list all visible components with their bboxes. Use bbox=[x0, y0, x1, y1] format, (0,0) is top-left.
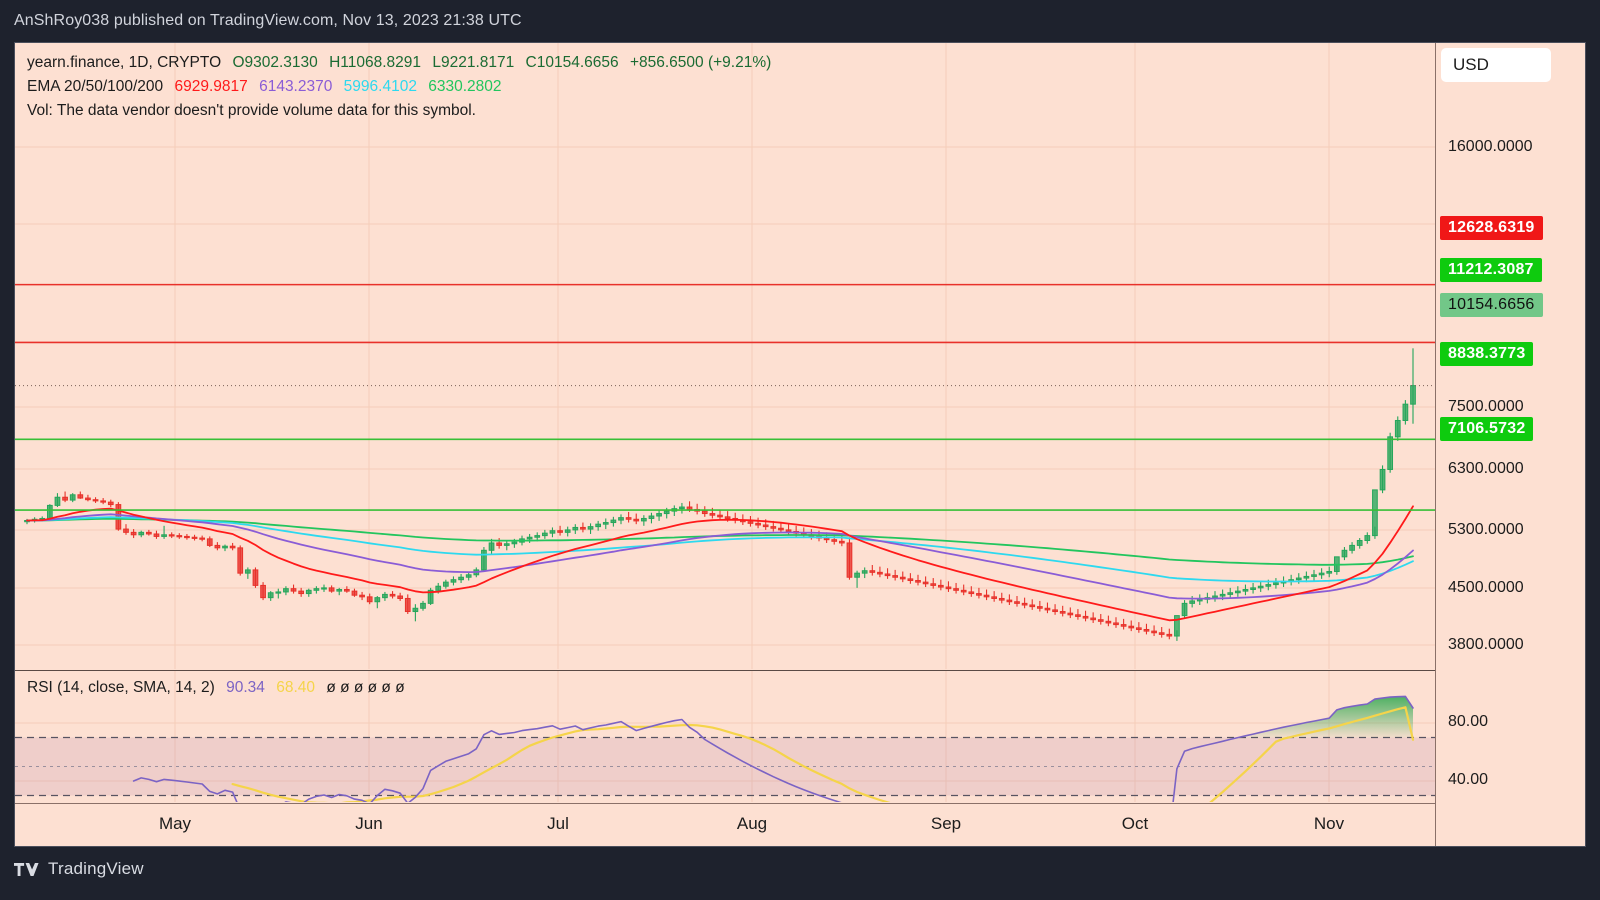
legend-ema100-value: 5996.4102 bbox=[343, 78, 417, 95]
legend-high: H11068.8291 bbox=[329, 54, 422, 71]
legend-close: C10154.6656 bbox=[525, 54, 619, 71]
price-axis-pill[interactable]: 11212.3087 bbox=[1440, 258, 1542, 282]
rsi-pane[interactable]: RSI (14, close, SMA, 14, 2) 90.34 68.40 … bbox=[15, 670, 1435, 802]
ema-series-group bbox=[26, 505, 1414, 622]
price-axis-tick: 5300.0000 bbox=[1448, 521, 1524, 538]
price-axis-tick: 3800.0000 bbox=[1448, 636, 1524, 653]
time-axis-tick: Jun bbox=[355, 814, 383, 833]
price-axis-pill[interactable]: 7106.5732 bbox=[1440, 417, 1534, 441]
legend-ema-row: EMA 20/50/100/200 6929.9817 6143.2370 59… bbox=[27, 75, 771, 99]
time-axis-tick: Aug bbox=[736, 814, 768, 833]
time-axis-tick: May bbox=[158, 814, 192, 833]
candlestick-series bbox=[24, 348, 1416, 641]
rsi-axis-tick: 80.00 bbox=[1448, 713, 1489, 730]
legend-ema50-value: 6143.2370 bbox=[259, 78, 333, 95]
footer-brand: TradingView bbox=[14, 852, 144, 886]
price-axis-tick: 6300.0000 bbox=[1448, 460, 1524, 477]
time-axis[interactable]: May Jun Jul Aug Sep Oct Nov bbox=[15, 803, 1435, 846]
price-gridlines bbox=[15, 146, 1435, 646]
rsi-legend-value: 90.34 bbox=[226, 679, 265, 696]
price-axis-tick: 16000.0000 bbox=[1448, 138, 1533, 155]
rsi-series bbox=[132, 695, 1415, 802]
legend-symbol[interactable]: yearn.finance, 1D, CRYPTO bbox=[27, 54, 222, 71]
legend-ema-title[interactable]: EMA 20/50/100/200 bbox=[27, 78, 164, 95]
chart-frame: yearn.finance, 1D, CRYPTO O9302.3130 H11… bbox=[14, 42, 1586, 847]
time-axis-tick: Nov bbox=[1313, 814, 1345, 833]
rsi-plot bbox=[15, 671, 1435, 802]
legend-volume-note: Vol: The data vendor doesn't provide vol… bbox=[27, 102, 476, 119]
price-axis-pill[interactable]: 8838.3773 bbox=[1440, 342, 1534, 366]
price-axis-pill[interactable]: 12628.6319 bbox=[1440, 216, 1543, 240]
price-pane[interactable]: yearn.finance, 1D, CRYPTO O9302.3130 H11… bbox=[15, 43, 1435, 669]
legend-open: O9302.3130 bbox=[232, 54, 318, 71]
chart-legend: yearn.finance, 1D, CRYPTO O9302.3130 H11… bbox=[27, 51, 771, 123]
legend-ema20-value: 6929.9817 bbox=[174, 78, 248, 95]
price-axis-pill[interactable]: 10154.6656 bbox=[1440, 293, 1543, 317]
time-axis-tick: Sep bbox=[930, 814, 962, 833]
time-axis-tick: Jul bbox=[547, 814, 569, 833]
tradingview-logo-icon bbox=[14, 862, 39, 876]
legend-low: L9221.8171 bbox=[432, 54, 515, 71]
rsi-axis-tick: 40.00 bbox=[1448, 771, 1489, 788]
legend-change: +856.6500 (+9.21%) bbox=[629, 54, 772, 71]
rsi-legend-null-values: ø ø ø ø ø ø bbox=[326, 679, 405, 696]
attribution-bar: AnShRoy038 published on TradingView.com,… bbox=[0, 0, 1600, 42]
rsi-legend: RSI (14, close, SMA, 14, 2) 90.34 68.40 … bbox=[27, 677, 405, 699]
legend-symbol-row: yearn.finance, 1D, CRYPTO O9302.3130 H11… bbox=[27, 51, 771, 75]
rsi-legend-title[interactable]: RSI (14, close, SMA, 14, 2) bbox=[27, 679, 215, 696]
legend-ema200-value: 6330.2802 bbox=[428, 78, 502, 95]
horizontal-level-lines bbox=[15, 283, 1435, 511]
footer-brand-name: TradingView bbox=[48, 859, 144, 878]
currency-badge[interactable]: USD bbox=[1441, 48, 1551, 82]
price-axis[interactable]: USD 16000.000013000.00007500.00006300.00… bbox=[1435, 43, 1585, 846]
price-plot bbox=[15, 43, 1435, 669]
price-axis-tick: 4500.0000 bbox=[1448, 579, 1524, 596]
rsi-band bbox=[15, 736, 1435, 797]
rsi-legend-sma-value: 68.40 bbox=[276, 679, 316, 696]
time-axis-tick: Oct bbox=[1121, 814, 1149, 833]
price-axis-tick: 7500.0000 bbox=[1448, 398, 1524, 415]
